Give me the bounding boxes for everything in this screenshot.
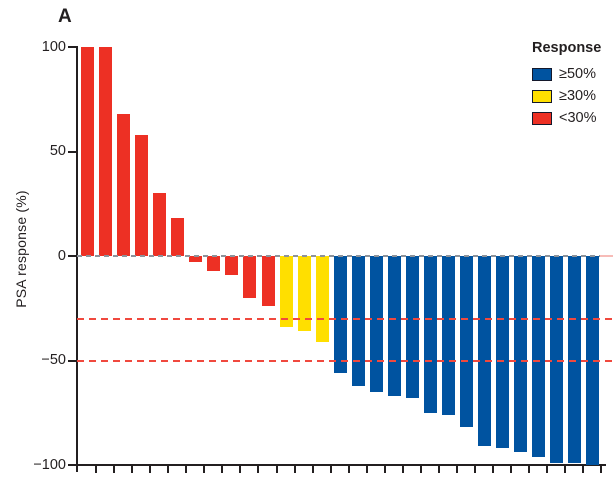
panel-label: A <box>58 6 72 27</box>
bar-patient-28 <box>568 256 582 463</box>
x-tick <box>167 466 170 473</box>
bar-patient-21 <box>442 256 455 415</box>
bar-patient-5 <box>153 193 167 256</box>
legend-swatch-yellow <box>532 89 552 103</box>
bar-patient-2 <box>99 47 113 256</box>
x-tick <box>221 466 224 473</box>
bar-patient-23 <box>478 256 492 447</box>
x-tick <box>564 466 567 473</box>
zero-line-extension <box>600 255 613 257</box>
y-tick <box>68 150 76 153</box>
x-tick <box>456 466 458 473</box>
bar-patient-11 <box>261 256 275 307</box>
x-tick <box>510 466 513 473</box>
bar-patient-7 <box>189 256 203 263</box>
y-tick-label: −100 <box>33 456 66 473</box>
bar-patient-27 <box>550 256 564 463</box>
x-tick <box>185 466 188 473</box>
x-tick <box>492 466 495 473</box>
reference-line--50 <box>77 359 613 362</box>
bar-patient-17 <box>369 256 383 392</box>
legend-swatch-red <box>532 111 552 125</box>
bar-patient-4 <box>135 134 149 256</box>
bar-patient-13 <box>297 256 311 332</box>
bar-patient-22 <box>460 256 474 428</box>
bar-patient-14 <box>315 256 329 342</box>
legend-item: ≥50% <box>532 63 601 85</box>
y-axis-line <box>75 46 78 472</box>
x-tick <box>383 466 386 473</box>
x-tick <box>365 466 368 473</box>
zero-line <box>77 255 600 257</box>
x-tick <box>311 466 314 473</box>
bar-patient-6 <box>171 218 185 256</box>
x-tick <box>329 466 332 473</box>
legend-title: Response <box>532 40 602 56</box>
y-tick-label: 0 <box>57 247 66 264</box>
x-tick <box>131 466 134 473</box>
legend-item: ≥30% <box>532 85 601 107</box>
x-axis-line <box>75 464 606 466</box>
legend-label: ≥50% <box>559 66 596 82</box>
x-tick <box>347 466 350 473</box>
legend-swatch-blue <box>532 67 552 81</box>
bar-patient-20 <box>423 256 437 413</box>
x-tick <box>582 466 585 473</box>
y-tick <box>68 255 76 257</box>
bar-patient-25 <box>514 256 528 453</box>
bar-patient-3 <box>117 113 131 256</box>
y-tick <box>68 46 76 48</box>
x-tick <box>149 466 152 473</box>
y-tick-label: −50 <box>41 352 66 368</box>
y-tick <box>68 464 76 466</box>
bar-patient-16 <box>351 256 365 386</box>
bar-patient-19 <box>405 256 419 399</box>
bar-patient-18 <box>387 256 401 397</box>
legend-item: <30% <box>532 107 601 129</box>
legend: Response ≥50% ≥30% <30% <box>532 40 601 129</box>
x-tick <box>293 466 296 473</box>
x-tick <box>419 466 422 473</box>
x-tick <box>600 466 603 473</box>
bar-patient-1 <box>81 47 94 256</box>
x-tick <box>474 466 477 473</box>
bar-patient-15 <box>333 256 347 374</box>
x-tick <box>437 466 440 473</box>
bar-patient-8 <box>207 256 221 271</box>
bar-patient-9 <box>225 256 239 275</box>
x-tick <box>528 466 531 473</box>
x-tick <box>203 466 206 473</box>
bar-patient-10 <box>243 256 257 298</box>
x-tick <box>257 466 260 473</box>
x-tick <box>113 466 116 473</box>
x-tick <box>546 466 549 473</box>
bar-patient-24 <box>496 256 510 449</box>
y-tick-label: 50 <box>49 143 66 159</box>
bar-patient-26 <box>532 256 546 457</box>
y-tick <box>68 359 76 362</box>
y-tick-label: 100 <box>41 38 66 55</box>
x-tick <box>275 466 278 473</box>
legend-items: ≥50% ≥30% <30% <box>532 63 601 129</box>
legend-label: <30% <box>559 110 597 126</box>
x-tick <box>95 466 97 473</box>
legend-label: ≥30% <box>559 88 596 104</box>
reference-line--30 <box>77 317 613 320</box>
x-tick <box>239 466 242 473</box>
bar-patient-12 <box>279 256 293 328</box>
x-tick <box>401 466 404 473</box>
